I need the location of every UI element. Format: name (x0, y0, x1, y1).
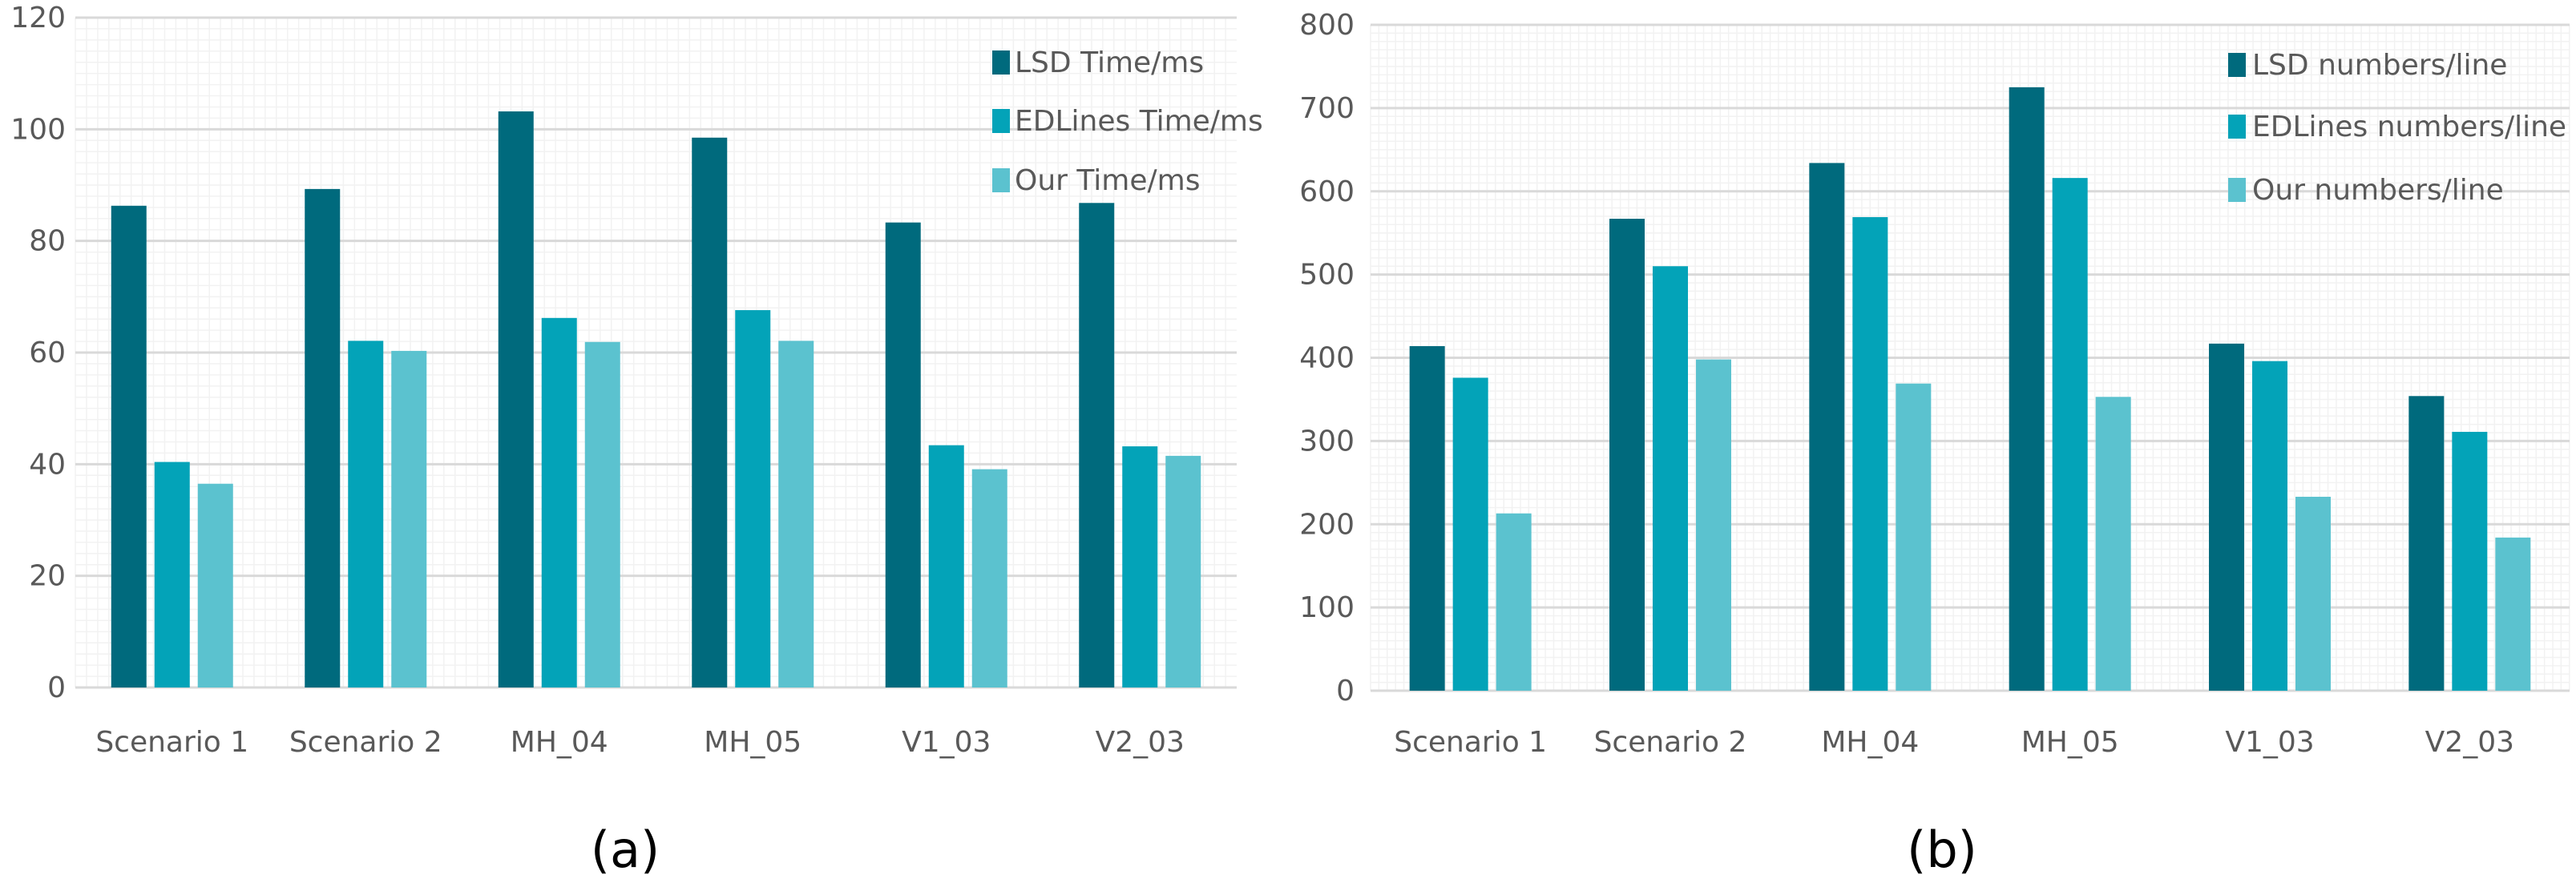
y-tick-label: 0 (47, 671, 66, 704)
bar-edlines (541, 317, 577, 687)
y-tick-label: 200 (1299, 508, 1355, 541)
x-tick-label: V2_03 (2425, 726, 2514, 759)
y-tick-label: 80 (29, 225, 66, 258)
bar-edlines (2452, 431, 2488, 691)
y-tick-label: 0 (1336, 675, 1355, 708)
x-tick-label: Scenario 1 (95, 726, 248, 759)
chart-a-x-axis: Scenario 1 Scenario 2 MH_04 MH_05 V1_03 V2_03 (95, 726, 1185, 759)
bar-lsd (2408, 396, 2445, 691)
bar-ours (2095, 397, 2131, 691)
bar-edlines (1653, 266, 1688, 691)
chart-a-legend: LSD Time/ms EDLines Time/ms Our Time/ms (992, 46, 1263, 197)
x-tick-label: V1_03 (2225, 726, 2314, 759)
y-tick-label: 100 (1299, 591, 1355, 624)
legend-swatch-edlines (992, 109, 1010, 133)
legend-label: Our Time/ms (1015, 164, 1200, 197)
x-tick-label: MH_04 (511, 726, 608, 759)
y-tick-label: 400 (1299, 342, 1355, 375)
bar-ours (1896, 383, 1932, 691)
legend-label: LSD numbers/line (2252, 49, 2507, 82)
bar-edlines (1122, 446, 1158, 687)
x-tick-label: Scenario 1 (1394, 726, 1547, 759)
bar-lsd (2009, 87, 2045, 691)
x-tick-label: V2_03 (1096, 726, 1185, 759)
legend-swatch-lsd (992, 50, 1010, 75)
bar-lsd (498, 111, 534, 688)
y-tick-label: 500 (1299, 259, 1355, 292)
bar-edlines (928, 445, 964, 687)
bar-ours (584, 341, 620, 687)
bar-lsd (2209, 343, 2244, 691)
y-tick-label: 20 (29, 560, 66, 593)
x-tick-label: MH_04 (1821, 726, 1919, 759)
bar-edlines (2252, 361, 2287, 691)
bar-lsd (885, 222, 921, 688)
legend-label: EDLines Time/ms (1015, 105, 1263, 138)
x-tick-label: V1_03 (902, 726, 991, 759)
bar-lsd (305, 188, 341, 688)
chart-b-legend: LSD numbers/line EDLines numbers/line Our … (2228, 49, 2566, 207)
y-tick-label: 600 (1299, 175, 1355, 208)
bar-lsd (1079, 203, 1115, 687)
bar-ours (2295, 496, 2331, 691)
bar-ours (778, 341, 814, 687)
legend-swatch-lsd (2228, 53, 2246, 77)
bar-edlines (348, 341, 384, 687)
bar-edlines (735, 310, 771, 687)
legend-swatch-edlines (2228, 115, 2246, 139)
y-tick-label: 300 (1299, 425, 1355, 458)
x-tick-label: MH_05 (704, 726, 801, 759)
chart-b-x-axis: Scenario 1 Scenario 2 MH_04 MH_05 V1_03 V2_03 (1394, 726, 2514, 759)
y-tick-label: 120 (10, 2, 66, 34)
bar-ours (1696, 359, 1731, 691)
chart-b-bars (1409, 87, 2531, 691)
y-tick-label: 100 (10, 113, 66, 146)
legend-label: Our numbers/line (2252, 174, 2504, 207)
chart-a-caption: (a) (591, 821, 660, 879)
bar-ours (1165, 455, 1201, 687)
bar-ours (1496, 513, 1532, 691)
legend-label: EDLines numbers/line (2252, 111, 2566, 143)
bar-edlines (1852, 216, 1888, 691)
x-tick-label: Scenario 2 (1594, 726, 1747, 759)
bar-ours (391, 350, 427, 687)
bar-lsd (1809, 163, 1845, 691)
legend-swatch-ours (992, 168, 1010, 192)
bar-edlines (2052, 178, 2088, 691)
y-tick-label: 700 (1299, 92, 1355, 125)
chart-a-y-axis: 0 20 40 60 80 100 120 (10, 2, 66, 704)
chart-a-bars (111, 111, 1201, 688)
y-tick-label: 60 (29, 337, 66, 369)
bar-lsd (1609, 219, 1645, 691)
bar-lsd (111, 205, 147, 687)
y-tick-label: 40 (29, 448, 66, 481)
chart-b-caption: (b) (1907, 821, 1977, 879)
legend-label: LSD Time/ms (1015, 46, 1204, 79)
bar-edlines (154, 462, 190, 687)
chart-a-time: 0 20 40 60 80 100 120 Scenario 1 Scenario 2 MH_0… (10, 2, 1262, 879)
bar-lsd (1409, 345, 1445, 691)
bar-edlines (1452, 377, 1488, 691)
x-tick-label: Scenario 2 (289, 726, 442, 759)
bar-ours (2495, 537, 2531, 691)
chart-b-y-axis: 0 100 200 300 400 500 600 700 800 (1299, 9, 1355, 708)
bar-lsd (692, 137, 728, 688)
legend-swatch-ours (2228, 178, 2246, 202)
bar-ours (197, 483, 233, 687)
y-tick-label: 800 (1299, 9, 1355, 42)
x-tick-label: MH_05 (2021, 726, 2119, 759)
bar-ours (971, 469, 1007, 687)
